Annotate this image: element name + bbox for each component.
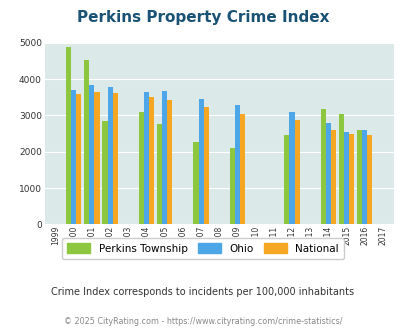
Bar <box>193 142 198 224</box>
Text: Perkins Property Crime Index: Perkins Property Crime Index <box>77 10 328 25</box>
Bar <box>361 130 367 224</box>
Bar <box>289 112 294 224</box>
Text: © 2025 CityRating.com - https://www.cityrating.com/crime-statistics/: © 2025 CityRating.com - https://www.city… <box>64 317 341 326</box>
Bar <box>89 85 94 224</box>
Bar <box>149 97 154 224</box>
Legend: Perkins Township, Ohio, National: Perkins Township, Ohio, National <box>62 238 343 259</box>
Bar <box>203 107 208 224</box>
Bar <box>343 132 348 224</box>
Bar <box>157 124 162 224</box>
Bar <box>167 100 172 224</box>
Bar <box>84 60 89 224</box>
Bar <box>162 91 167 224</box>
Bar <box>144 91 149 224</box>
Text: Crime Index corresponds to incidents per 100,000 inhabitants: Crime Index corresponds to incidents per… <box>51 287 354 297</box>
Bar <box>66 47 71 224</box>
Bar <box>356 130 361 224</box>
Bar <box>234 105 239 224</box>
Bar <box>325 123 330 224</box>
Bar <box>102 121 107 224</box>
Bar <box>239 114 245 224</box>
Bar <box>330 130 335 224</box>
Bar <box>94 91 99 224</box>
Bar <box>71 90 76 224</box>
Bar <box>294 120 299 224</box>
Bar <box>107 87 113 224</box>
Bar <box>113 93 117 224</box>
Bar <box>139 112 144 224</box>
Bar <box>76 94 81 224</box>
Bar <box>338 114 343 224</box>
Bar <box>198 99 203 224</box>
Bar <box>367 135 371 224</box>
Bar <box>320 109 325 224</box>
Bar <box>284 135 289 224</box>
Bar <box>229 148 234 224</box>
Bar <box>348 134 353 224</box>
